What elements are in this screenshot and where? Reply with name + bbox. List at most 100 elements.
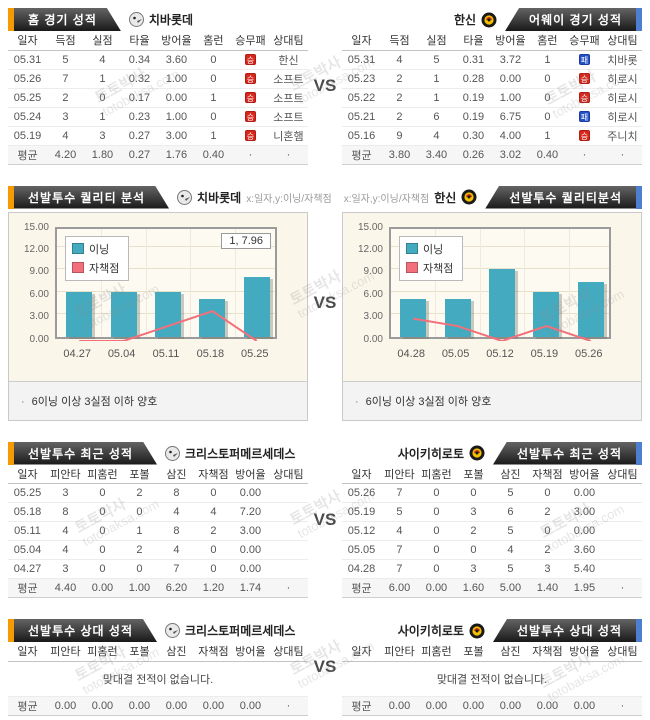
- table-cell: 0.00: [491, 69, 529, 89]
- table-cell: 소프트: [268, 107, 308, 127]
- column-header: 방어율: [231, 464, 269, 484]
- table-row: 05.26 7 1 0.32 1.00 0 승 소프트: [8, 69, 308, 89]
- column-header: 포볼: [454, 464, 492, 484]
- table-cell: 0.00: [231, 483, 269, 503]
- average-cell: 0.00: [83, 695, 121, 716]
- column-header: 실점: [83, 31, 121, 51]
- legend-item: 자책점: [72, 260, 119, 276]
- win-badge: 승: [578, 92, 590, 104]
- y-axis-tick-label: 3.00: [363, 311, 383, 323]
- no-record-message: 맞대결 전적이 없습니다.: [342, 661, 642, 697]
- away-chart-note: · 6이닝 이상 3실점 이하 양호: [343, 380, 641, 420]
- table-row: 05.05 7 0 0 4 2 3.60: [342, 540, 642, 560]
- away-pitcher-vs-banner: 선발투수 상대 성적: [493, 619, 636, 642]
- table-cell: 0: [528, 69, 566, 89]
- innings-bar[interactable]: [444, 299, 471, 337]
- column-header: 피안타: [47, 642, 84, 662]
- innings-bar[interactable]: [66, 291, 93, 337]
- table-cell: 2: [47, 88, 84, 108]
- table-row: 05.23 2 1 0.28 0.00 0 승 히로시: [342, 69, 642, 89]
- note-bullet: ·: [21, 395, 25, 408]
- x-axis-tick-label: 05.18: [196, 347, 225, 360]
- table-cell: 소프트: [268, 69, 308, 89]
- average-cell: 평균: [8, 695, 47, 716]
- win-badge: 승: [244, 92, 256, 104]
- column-header: 피홈런: [417, 642, 455, 662]
- table-cell: 0: [417, 502, 455, 522]
- table-cell: 0: [83, 521, 121, 541]
- table-cell: 0: [194, 50, 232, 70]
- average-cell: 4.40: [47, 578, 84, 598]
- table-cell: 0.32: [120, 69, 158, 89]
- column-header: 자책점: [528, 642, 566, 662]
- average-cell: 0.00: [194, 695, 232, 716]
- table-cell: 1: [417, 69, 455, 89]
- chiba-lotte-logo-icon: [165, 623, 180, 638]
- away-pitcher-recent-banner: 선발투수 최근 성적: [493, 441, 636, 465]
- table-average-row: 평균 0.00 0.00 0.00 0.00 0.00 0.00 ·: [8, 695, 308, 716]
- average-cell: 0.00: [83, 578, 121, 598]
- x-axis-tick-label: 04.28: [397, 347, 425, 360]
- table-cell: 0: [194, 483, 232, 503]
- table-cell: 2: [381, 107, 418, 127]
- table-cell: 4: [194, 502, 232, 522]
- table-header-row: 일자 피안타 피홈런 포볼 삼진 자책점 방어율 상대팀: [8, 464, 308, 484]
- average-cell: 1.20: [194, 578, 232, 598]
- table-cell: 3.72: [491, 50, 529, 70]
- home-pitcher-vs-header: 선발투수 상대 성적 크리스토퍼메르세데스: [8, 619, 308, 642]
- innings-bar[interactable]: [577, 282, 604, 337]
- table-cell: 05.16: [342, 126, 381, 146]
- table-cell: 3: [528, 559, 566, 579]
- average-cell: 1.95: [565, 578, 603, 598]
- innings-bar[interactable]: [533, 291, 560, 337]
- away-pitcher-recent-table: 일자 피안타 피홈런 포볼 삼진 자책점 방어율 상대팀 05.26 7 0 0 5 0 0.00 05.19…: [342, 464, 642, 598]
- table-cell: [268, 502, 308, 522]
- legend-label: 이닝: [89, 243, 110, 256]
- table-row: 05.31 4 5 0.31 3.72 1 패 치바롯: [342, 50, 642, 70]
- average-cell: 0.40: [528, 144, 566, 165]
- table-cell: 05.31: [342, 50, 381, 70]
- table-cell: 5: [417, 50, 455, 70]
- x-axis-tick-label: 05.11: [152, 347, 180, 360]
- legend-label: 자책점: [89, 262, 120, 275]
- average-cell: 3.40: [417, 144, 455, 165]
- innings-bar[interactable]: [199, 299, 226, 337]
- table-cell: 0.00: [157, 88, 195, 108]
- chart-legend: 이닝 자책점: [399, 235, 464, 281]
- table-cell: 니혼햄: [268, 126, 308, 146]
- innings-bar[interactable]: [110, 291, 137, 337]
- table-cell: 4: [417, 126, 455, 146]
- average-cell: 평균: [8, 578, 47, 598]
- table-cell: 3.00: [231, 521, 269, 541]
- innings-bar[interactable]: [243, 277, 270, 337]
- away-record-panel: 한신 어웨이 경기 성적 일자 득점 실점 타율 방어율 홈런 승무패 상대팀 05.31 4 5 0…: [342, 8, 642, 165]
- average-cell: 1.60: [454, 578, 492, 598]
- table-cell: 0: [194, 107, 232, 127]
- vs-label: VS: [313, 509, 337, 529]
- table-cell: 7.20: [231, 502, 269, 522]
- table-cell: 0.00: [565, 483, 603, 503]
- average-cell: 0.00: [565, 695, 603, 716]
- table-cell: 0: [528, 107, 566, 127]
- table-cell: 0: [528, 88, 566, 108]
- table-cell: 2: [194, 521, 232, 541]
- innings-bar[interactable]: [489, 269, 515, 337]
- table-cell: 0: [83, 502, 121, 522]
- average-cell: 3.80: [381, 144, 418, 165]
- column-header: 승무패: [231, 31, 269, 51]
- legend-item: 이닝: [72, 241, 119, 257]
- average-cell: 0.27: [120, 144, 158, 165]
- table-average-row: 평균 3.80 3.40 0.26 3.02 0.40 · ·: [342, 144, 642, 165]
- x-axis-tick-label: 05.04: [107, 347, 136, 360]
- y-axis-tick-label: 0.00: [29, 333, 49, 345]
- vs-label: VS: [313, 293, 337, 312]
- innings-bar[interactable]: [155, 291, 181, 337]
- average-cell: 1.00: [120, 578, 158, 598]
- table-cell: 3: [83, 126, 121, 146]
- home-record-table: 일자 득점 실점 타율 방어율 홈런 승무패 상대팀 05.31 5 4 0.34 3.60 0 승 한신 05…: [8, 31, 308, 165]
- innings-bar[interactable]: [400, 299, 427, 337]
- gridline-vertical: [524, 228, 526, 337]
- y-axis-tick-label: 6.00: [363, 288, 383, 300]
- column-header: 상대팀: [268, 464, 308, 484]
